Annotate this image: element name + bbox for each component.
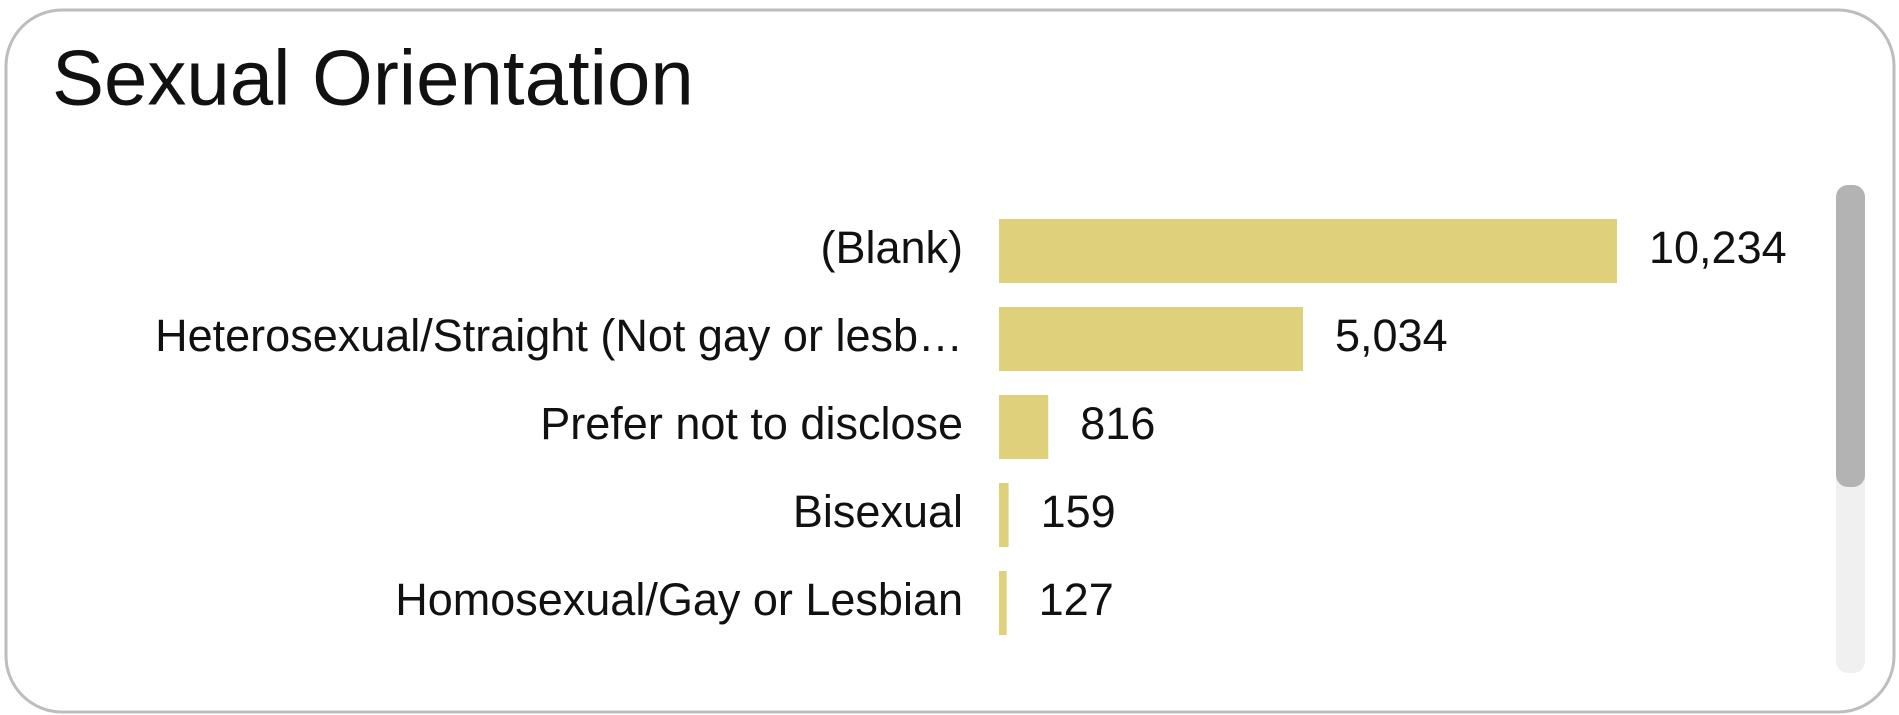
value-label: 816	[1080, 398, 1155, 449]
card	[4, 8, 1896, 714]
value-label: 159	[1041, 486, 1116, 537]
bar	[999, 307, 1303, 371]
category-label: Heterosexual/Straight (Not gay or lesb…	[155, 310, 963, 361]
scroll-thumb[interactable]	[1836, 185, 1865, 487]
value-label: 127	[1039, 574, 1114, 625]
category-label: Bisexual	[793, 486, 963, 537]
bar	[999, 219, 1617, 283]
chart-title: Sexual Orientation	[52, 34, 694, 122]
bar	[999, 571, 1007, 635]
category-label: Prefer not to disclose	[540, 398, 963, 449]
category-label: Homosexual/Gay or Lesbian	[395, 574, 963, 625]
bar	[999, 483, 1009, 547]
value-label: 10,234	[1649, 222, 1787, 273]
bar	[999, 395, 1049, 459]
category-label: (Blank)	[820, 222, 963, 273]
value-label: 5,034	[1335, 310, 1448, 361]
